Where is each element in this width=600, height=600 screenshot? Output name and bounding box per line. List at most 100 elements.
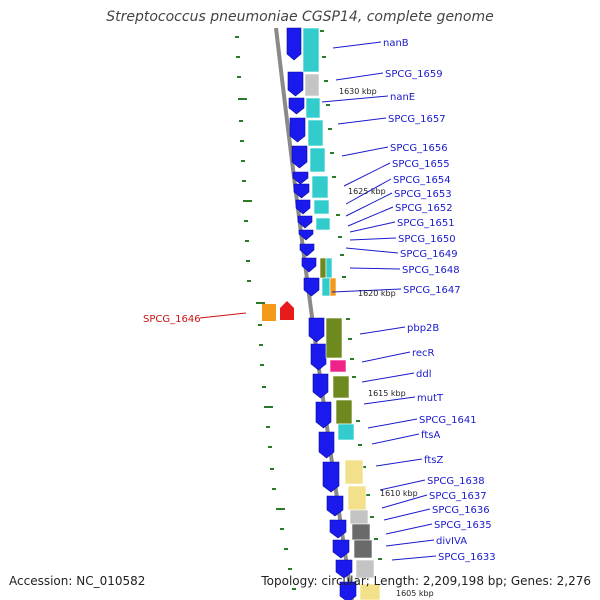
gene-label: SPCG_1650 bbox=[398, 234, 456, 245]
gene-label: mutT bbox=[417, 393, 444, 404]
gene-label: SPCG_1652 bbox=[395, 203, 453, 214]
scale-tick bbox=[356, 420, 360, 422]
olive-feature-block bbox=[319, 257, 327, 279]
scale-tick bbox=[244, 220, 248, 222]
scale-tick bbox=[338, 236, 342, 238]
gene-label: SPCG_1641 bbox=[419, 415, 477, 426]
scale-tick bbox=[348, 338, 352, 340]
cds-arrow bbox=[335, 559, 353, 579]
cds-arrow bbox=[310, 343, 327, 371]
kbp-label: 1610 kbp bbox=[380, 489, 418, 498]
yellow-feature-block bbox=[344, 459, 364, 485]
gene-label: SPCG_1653 bbox=[394, 189, 452, 200]
gene-leader-line bbox=[391, 555, 437, 561]
kbp-label: 1605 kbp bbox=[396, 589, 434, 598]
scale-tick bbox=[292, 588, 296, 590]
cyan-feature-block bbox=[315, 217, 331, 231]
kbp-label: 1630 kbp bbox=[339, 87, 377, 96]
gene-leader-line bbox=[363, 396, 416, 405]
gene-label: SPCG_1655 bbox=[392, 159, 450, 170]
cyan-feature-block bbox=[313, 199, 330, 215]
scale-tick bbox=[243, 200, 252, 202]
gene-leader-line bbox=[367, 418, 418, 429]
scale-tick bbox=[237, 76, 241, 78]
scale-tick bbox=[276, 508, 285, 510]
scale-tick bbox=[342, 276, 346, 278]
cyan-feature-block bbox=[307, 119, 324, 147]
gene-leader-line bbox=[331, 288, 402, 293]
scale-tick bbox=[322, 56, 326, 58]
topology-label: Topology: circular; Length: 2,209,198 bp… bbox=[261, 574, 591, 588]
orange-feature-block bbox=[329, 277, 337, 297]
scale-tick bbox=[366, 494, 370, 496]
scale-tick bbox=[259, 344, 263, 346]
scale-tick bbox=[328, 128, 332, 130]
scale-tick bbox=[236, 56, 240, 58]
gene-label: ftsZ bbox=[424, 455, 443, 466]
lightgray-feature-block bbox=[304, 73, 320, 97]
gene-label: nanE bbox=[390, 92, 415, 103]
scale-tick bbox=[246, 260, 250, 262]
cds-arrow bbox=[339, 581, 357, 600]
lightgray-feature-block bbox=[355, 559, 375, 579]
olive-feature-block bbox=[332, 375, 350, 399]
scale-tick bbox=[350, 358, 354, 360]
gene-label: SPCG_1651 bbox=[397, 218, 455, 229]
gene-label: SPCG_1659 bbox=[385, 69, 443, 80]
cds-arrow bbox=[303, 277, 320, 297]
cds-arrow bbox=[292, 171, 309, 185]
gene-leader-line bbox=[385, 539, 435, 547]
cyan-feature-block bbox=[305, 97, 321, 119]
gene-label: SPCG_1648 bbox=[402, 265, 460, 276]
gene-leader-line bbox=[337, 117, 387, 125]
gene-label-left: SPCG_1646 bbox=[143, 314, 201, 325]
scale-tick bbox=[242, 180, 246, 182]
scale-tick bbox=[330, 152, 334, 154]
gene-label: SPCG_1649 bbox=[400, 249, 458, 260]
olive-feature-block bbox=[335, 399, 353, 425]
gene-label: pbp2B bbox=[407, 323, 439, 334]
scale-tick bbox=[268, 446, 272, 448]
cds-arrow bbox=[288, 97, 305, 115]
gene-label: SPCG_1647 bbox=[403, 285, 461, 296]
scale-tick bbox=[260, 364, 264, 366]
cds-arrow bbox=[287, 71, 304, 97]
scale-tick bbox=[256, 302, 265, 304]
cyan-feature-block bbox=[309, 147, 326, 173]
gene-leader-line bbox=[381, 494, 428, 509]
gene-label: nanB bbox=[383, 38, 409, 49]
gene-leader-line bbox=[383, 508, 431, 521]
scale-tick bbox=[238, 98, 247, 100]
red-cds-arrow bbox=[280, 301, 294, 320]
gene-leader-line bbox=[321, 95, 389, 103]
gene-leader-line bbox=[345, 192, 393, 217]
gene-leader-line bbox=[359, 326, 406, 335]
scale-tick bbox=[332, 176, 336, 178]
scale-tick bbox=[346, 318, 350, 320]
cds-arrow bbox=[286, 27, 302, 61]
yellow-feature-block bbox=[347, 485, 367, 511]
darkgray-feature-block bbox=[351, 523, 371, 541]
map-title: Streptococcus pneumoniae CGSP14, complet… bbox=[106, 9, 494, 25]
gene-label: SPCG_1654 bbox=[393, 175, 451, 186]
accession-label: Accession: NC_010582 bbox=[9, 574, 146, 588]
scale-tick bbox=[374, 538, 378, 540]
gene-label: recR bbox=[412, 348, 435, 359]
gene-leader-line bbox=[349, 267, 401, 270]
scale-tick bbox=[324, 80, 328, 82]
gene-leader-line bbox=[345, 247, 399, 254]
kbp-label: 1615 kbp bbox=[368, 389, 406, 398]
cyan-feature-block bbox=[321, 277, 331, 297]
gene-leader-line bbox=[361, 351, 411, 363]
gene-label: SPCG_1633 bbox=[438, 552, 496, 563]
scale-tick bbox=[320, 30, 324, 32]
gene-leader-line bbox=[332, 41, 382, 49]
gene-leader-line bbox=[385, 523, 433, 535]
cds-arrow bbox=[315, 401, 332, 429]
cds-arrow bbox=[297, 215, 313, 229]
scale-tick bbox=[239, 120, 243, 122]
cds-arrow bbox=[326, 495, 344, 517]
scale-tick bbox=[280, 528, 284, 530]
